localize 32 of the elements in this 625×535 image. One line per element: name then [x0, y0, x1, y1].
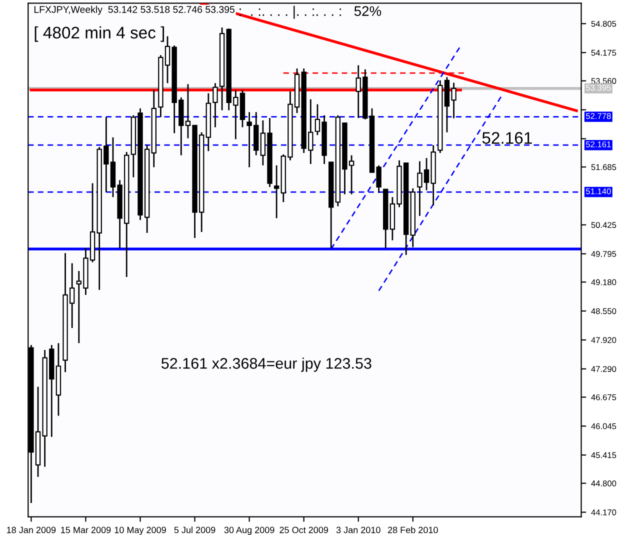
y-tick-label: 50.425 — [591, 222, 616, 228]
x-tick-label: 30 Aug 2009 — [224, 526, 274, 535]
y-tick-label: 54.805 — [591, 20, 616, 27]
ref-line-label: 51.140 — [586, 188, 611, 194]
x-tick-label: 3 Jan 2010 — [336, 526, 380, 534]
ref-line-label: 53.395 — [586, 84, 611, 91]
y-tick-label: 49.795 — [591, 251, 616, 257]
annotation: [ 4802 min 4 sec ] — [34, 26, 164, 42]
x-tick-label: 15 Mar 2009 — [61, 526, 111, 534]
ref-line-label: 52.778 — [586, 113, 611, 120]
x-tick-label: 5 Jul 2009 — [174, 526, 216, 534]
y-tick-label: 44.800 — [591, 480, 616, 486]
chart-title: LFXJPY,Weekly 53.142 53.518 52.746 53.395 — [34, 6, 235, 15]
y-tick-label: 47.920 — [591, 337, 616, 344]
y-tick-label: 46.045 — [591, 423, 616, 430]
y-tick-label: 54.175 — [591, 50, 616, 56]
y-tick-label: 44.170 — [591, 509, 616, 516]
y-tick-label: 48.550 — [591, 308, 616, 314]
annotation: : . :. . . . |. . :. . . : 52% — [240, 6, 382, 19]
y-tick-label: 45.415 — [591, 452, 616, 458]
y-tick-label: 46.675 — [591, 394, 616, 400]
candlestick — [274, 164, 280, 219]
x-tick-label: 28 Feb 2010 — [388, 526, 438, 534]
annotation: 52.161 — [482, 132, 532, 144]
x-tick-label: 18 Jan 2009 — [7, 526, 56, 534]
y-tick-label: 49.180 — [591, 279, 616, 286]
y-tick-label: 47.290 — [591, 366, 616, 372]
x-tick-label: 25 Oct 2009 — [280, 526, 328, 534]
ref-line-label: 52.161 — [586, 141, 611, 148]
x-tick-label: 10 May 2009 — [114, 526, 166, 535]
annotation: 52.161 x2.3684=eur jpy 123.53 — [161, 358, 372, 372]
y-tick-label: 51.685 — [591, 164, 616, 170]
